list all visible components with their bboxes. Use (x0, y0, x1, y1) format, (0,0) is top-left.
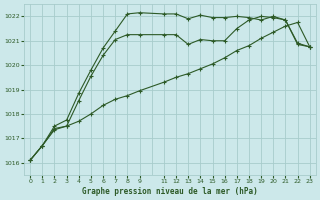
X-axis label: Graphe pression niveau de la mer (hPa): Graphe pression niveau de la mer (hPa) (82, 187, 258, 196)
